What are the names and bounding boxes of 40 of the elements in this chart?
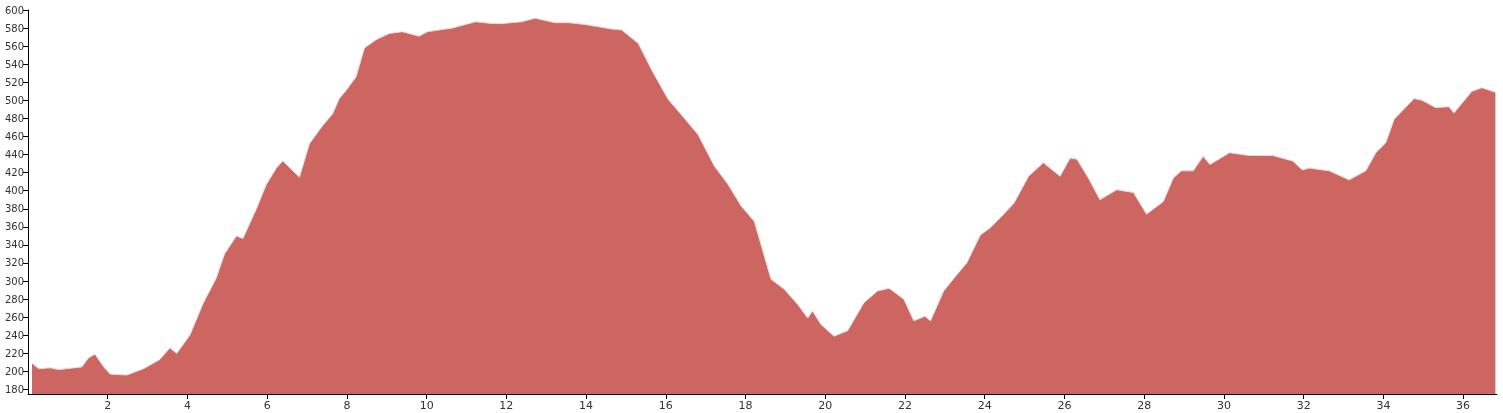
- y-tick-label: 480: [4, 112, 24, 124]
- x-tick-label: 32: [1296, 399, 1311, 412]
- y-tick-label: 240: [4, 329, 24, 341]
- y-tick-label: 360: [4, 221, 24, 233]
- y-tick-label: 180: [4, 383, 24, 395]
- x-tick-label: 4: [183, 399, 191, 412]
- y-tick-label: 420: [4, 167, 24, 179]
- y-tick-label: 580: [4, 22, 24, 34]
- x-tick-label: 18: [738, 399, 753, 412]
- x-tick-label: 36: [1456, 399, 1471, 412]
- y-tick-label: 520: [4, 76, 24, 88]
- x-tick-label: 20: [818, 399, 833, 412]
- x-tick-label: 26: [1057, 399, 1072, 412]
- y-tick-label: 340: [4, 239, 24, 251]
- y-tick-label: 440: [4, 149, 24, 161]
- y-tick-label: 320: [4, 257, 24, 269]
- x-tick-label: 34: [1376, 399, 1391, 412]
- x-tick-label: 12: [499, 399, 514, 412]
- y-tick-label: 200: [4, 365, 24, 377]
- y-tick-label: 560: [4, 40, 24, 52]
- y-tick-label: 220: [4, 347, 24, 359]
- y-tick-label: 400: [4, 185, 24, 197]
- y-tick-label: 280: [4, 293, 24, 305]
- y-tick-label: 460: [4, 130, 24, 142]
- x-tick-label: 10: [419, 399, 434, 412]
- x-tick-label: 28: [1137, 399, 1152, 412]
- x-tick-label: 14: [579, 399, 594, 412]
- y-tick-label: 600: [4, 4, 24, 16]
- y-tick-label: 540: [4, 58, 24, 70]
- x-tick-label: 16: [658, 399, 673, 412]
- y-tick-label: 380: [4, 203, 24, 215]
- x-tick-label: 2: [104, 399, 112, 412]
- x-tick-label: 22: [898, 399, 913, 412]
- y-tick-label: 300: [4, 275, 24, 287]
- x-tick-label: 30: [1216, 399, 1231, 412]
- x-tick-label: 8: [343, 399, 351, 412]
- x-tick-label: 6: [263, 399, 271, 412]
- y-tick-label: 500: [4, 94, 24, 106]
- y-tick-label: 260: [4, 311, 24, 323]
- x-tick-label: 24: [977, 399, 992, 412]
